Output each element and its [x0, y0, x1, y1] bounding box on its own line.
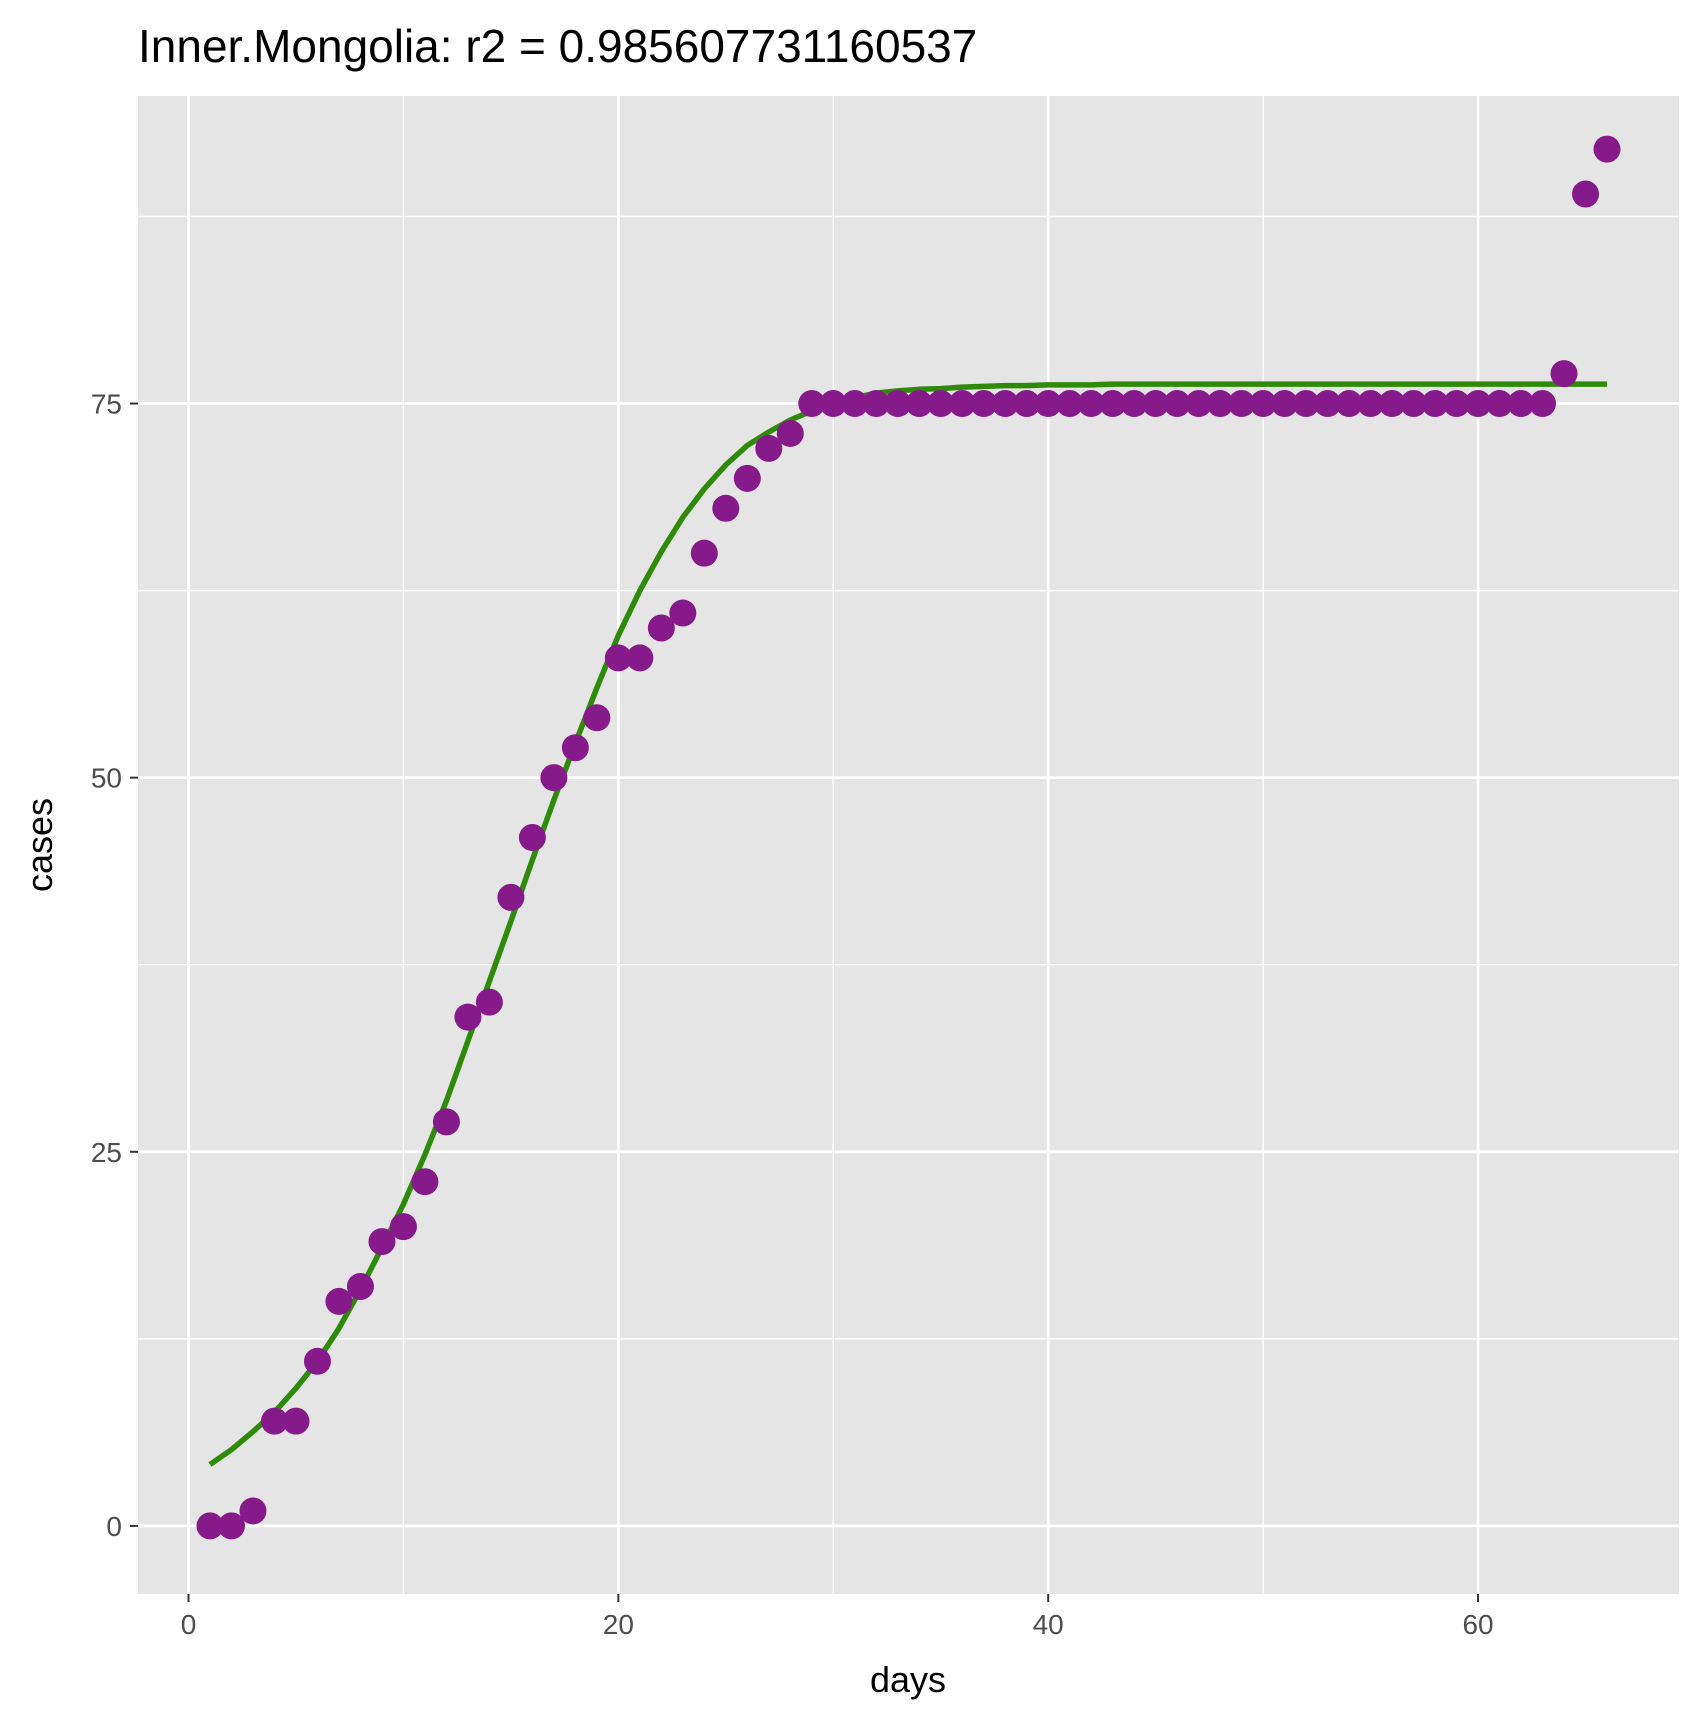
data-point	[669, 599, 697, 627]
data-point	[1056, 390, 1084, 418]
data-point	[1142, 390, 1170, 418]
data-point	[1314, 390, 1342, 418]
data-point	[454, 1003, 482, 1031]
data-point	[1572, 180, 1600, 208]
data-point	[1206, 390, 1234, 418]
data-point	[303, 1347, 331, 1375]
y-tick-label: 75	[91, 389, 122, 420]
data-point	[432, 1108, 460, 1136]
data-point	[1464, 390, 1492, 418]
data-point	[1163, 390, 1191, 418]
data-point	[260, 1407, 288, 1435]
data-point	[411, 1168, 439, 1196]
y-axis-title: cases	[19, 798, 60, 892]
data-point	[518, 824, 546, 852]
plot-panel	[138, 96, 1679, 1594]
data-point	[1357, 390, 1385, 418]
data-point	[368, 1228, 396, 1256]
y-tick-label: 25	[91, 1137, 122, 1168]
data-point	[733, 464, 761, 492]
data-point	[1335, 390, 1363, 418]
x-tick-label: 40	[1033, 1609, 1064, 1640]
data-point	[346, 1272, 374, 1300]
data-point	[819, 390, 847, 418]
data-point	[475, 988, 503, 1016]
x-tick-label: 0	[181, 1609, 197, 1640]
data-point	[325, 1287, 353, 1315]
data-point	[196, 1512, 224, 1540]
data-point	[776, 419, 804, 447]
data-point	[1529, 390, 1557, 418]
minor-gridlines	[138, 96, 1679, 1594]
data-points-layer	[196, 135, 1621, 1540]
data-point	[1550, 360, 1578, 388]
x-axis-title: days	[870, 1659, 946, 1700]
data-point	[1120, 390, 1148, 418]
data-point	[1034, 390, 1062, 418]
data-point	[282, 1407, 310, 1435]
data-point	[1249, 390, 1277, 418]
data-point	[1486, 390, 1514, 418]
data-point	[1077, 390, 1105, 418]
data-point	[690, 539, 718, 567]
y-tick-label: 0	[106, 1511, 122, 1542]
data-point	[1507, 390, 1535, 418]
data-point	[1593, 135, 1621, 163]
data-point	[755, 434, 783, 462]
x-tick-label: 60	[1462, 1609, 1493, 1640]
data-point	[798, 390, 826, 418]
data-point	[991, 390, 1019, 418]
data-point	[1185, 390, 1213, 418]
chart-title: Inner.Mongolia: r2 = 0.985607731160537	[138, 20, 977, 72]
x-tick-label: 20	[603, 1609, 634, 1640]
data-point	[604, 644, 632, 672]
data-point	[884, 390, 912, 418]
data-point	[862, 390, 890, 418]
data-point	[583, 704, 611, 732]
data-point	[1400, 390, 1428, 418]
y-axis: 0 25 50 75	[91, 389, 138, 1542]
data-point	[647, 614, 675, 642]
data-point	[1378, 390, 1406, 418]
data-point	[905, 390, 933, 418]
data-point	[970, 390, 998, 418]
data-point	[1271, 390, 1299, 418]
data-point	[1013, 390, 1041, 418]
data-point	[626, 644, 654, 672]
x-axis: 0 20 40 60	[181, 1594, 1494, 1640]
data-point	[217, 1512, 245, 1540]
data-point	[540, 764, 568, 792]
data-point	[1292, 390, 1320, 418]
data-point	[1099, 390, 1127, 418]
data-point	[1421, 390, 1449, 418]
data-point	[948, 390, 976, 418]
data-point	[1228, 390, 1256, 418]
data-point	[497, 883, 525, 911]
data-point	[841, 390, 869, 418]
data-point	[389, 1213, 417, 1241]
data-point	[712, 494, 740, 522]
data-point	[561, 734, 589, 762]
y-tick-label: 50	[91, 763, 122, 794]
data-point	[927, 390, 955, 418]
data-point	[1443, 390, 1471, 418]
data-point	[239, 1497, 267, 1525]
